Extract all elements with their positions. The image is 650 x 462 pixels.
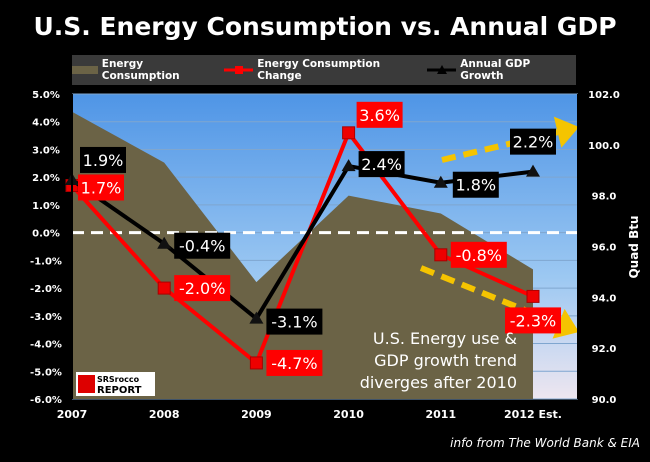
gdp-growth-label-box bbox=[358, 151, 405, 178]
right-axis-tick: 90.0 bbox=[592, 395, 617, 406]
annotation-text: diverges after 2010 bbox=[360, 373, 517, 392]
legend-item-gdp-growth: Annual GDP Growth bbox=[426, 58, 576, 82]
energy-change-label-box bbox=[356, 101, 403, 128]
left-axis-tick: 3.0% bbox=[32, 145, 60, 156]
right-axis-tick: 102.0 bbox=[588, 90, 620, 101]
energy-change-marker bbox=[249, 356, 263, 370]
legend-label: Energy Consumption Change bbox=[257, 58, 381, 82]
right-axis-tick: 100.0 bbox=[588, 141, 620, 152]
left-axis-tick: -2.0% bbox=[30, 284, 62, 295]
legend-swatch-black-line bbox=[426, 65, 457, 74]
left-axis-tick: 5.0% bbox=[32, 90, 60, 101]
logo-icon bbox=[78, 375, 95, 393]
gdp-growth-marker bbox=[526, 164, 540, 177]
gdp-growth-marker bbox=[433, 175, 448, 188]
legend-item-energy-change: Energy Consumption Change bbox=[223, 58, 427, 82]
gdp-growth-label: -0.4% bbox=[179, 237, 225, 256]
energy-change-marker bbox=[526, 289, 540, 303]
energy-consumption-area bbox=[72, 111, 533, 400]
x-axis-tick: 2011 bbox=[425, 408, 456, 421]
left-axis-tick: 4.0% bbox=[32, 118, 60, 129]
gdp-growth-label-box bbox=[174, 232, 231, 259]
gdp-growth-label-box bbox=[452, 171, 499, 198]
right-axis-tick: 96.0 bbox=[592, 243, 617, 254]
gdp-growth-label: -3.1% bbox=[271, 313, 317, 332]
right-axis-tick: 94.0 bbox=[592, 293, 617, 304]
left-axis-tick: -3.0% bbox=[30, 312, 62, 323]
left-axis-tick: -5.0% bbox=[30, 367, 62, 378]
gdp-growth-label: 2.4% bbox=[361, 155, 402, 174]
gdp-growth-label: 2.2% bbox=[513, 133, 554, 152]
energy-change-label: 3.6% bbox=[359, 106, 400, 125]
logo-text-bottom: REPORT bbox=[97, 385, 142, 396]
gdp-growth-marker bbox=[249, 311, 264, 324]
chart-title: U.S. Energy Consumption vs. Annual GDP bbox=[33, 12, 617, 41]
energy-change-marker bbox=[157, 281, 171, 295]
energy-change-label-box bbox=[266, 349, 323, 376]
gdp-growth-label: 1.9% bbox=[83, 151, 124, 170]
x-axis-tick: 2010 bbox=[333, 408, 364, 421]
right-axis-label: Quad Btu bbox=[627, 215, 641, 278]
x-axis-tick: 2007 bbox=[57, 408, 88, 421]
legend-swatch-area bbox=[72, 66, 98, 74]
gdp-growth-label-box bbox=[80, 146, 126, 173]
trend-up-arrow-head bbox=[553, 116, 579, 148]
energy-change-label-box bbox=[505, 307, 561, 334]
x-axis-tick: 2009 bbox=[241, 408, 272, 421]
energy-change-label-box bbox=[174, 275, 231, 302]
left-axis-tick: 1.0% bbox=[32, 201, 60, 212]
right-axis-tick: 92.0 bbox=[592, 344, 617, 355]
legend-label: Energy Consumption bbox=[101, 58, 180, 82]
energy-change-marker bbox=[342, 126, 356, 140]
legend-item-energy-consumption: Energy Consumption bbox=[72, 58, 224, 82]
legend-label: Annual GDP Growth bbox=[460, 58, 531, 82]
annotation-text: U.S. Energy use & bbox=[373, 329, 517, 348]
gdp-growth-marker bbox=[341, 159, 356, 172]
energy-change-label: 1.7% bbox=[81, 179, 122, 198]
energy-change-label: -2.3% bbox=[510, 311, 556, 330]
left-axis-tick: 2.0% bbox=[32, 173, 60, 184]
legend-swatch-red-line bbox=[223, 66, 254, 74]
gdp-growth-label-box bbox=[266, 308, 323, 335]
right-axis-tick: 98.0 bbox=[592, 192, 617, 203]
gdp-growth-label-box bbox=[510, 128, 556, 155]
annotation-text: GDP growth trend bbox=[374, 351, 517, 370]
energy-change-marker bbox=[434, 248, 448, 262]
left-axis-tick: -1.0% bbox=[30, 256, 62, 267]
energy-change-label-box bbox=[450, 241, 507, 268]
gdp-growth-label: 1.8% bbox=[455, 176, 496, 195]
left-axis-tick: -4.0% bbox=[30, 340, 62, 351]
legend: Energy Consumption Energy Consumption Ch… bbox=[72, 55, 576, 85]
energy-change-label-box bbox=[78, 174, 124, 201]
gdp-growth-marker bbox=[157, 236, 172, 249]
logo-text-top: SRSrocco bbox=[97, 375, 140, 384]
energy-change-label: -2.0% bbox=[179, 279, 225, 298]
left-axis-tick: 0.0% bbox=[32, 229, 60, 240]
x-axis-tick: 2012 Est. bbox=[504, 408, 562, 421]
x-axis-tick: 2008 bbox=[149, 408, 180, 421]
energy-change-label: -4.7% bbox=[271, 354, 317, 373]
source-note: info from The World Bank & EIA bbox=[450, 436, 640, 450]
left-axis-tick: -6.0% bbox=[30, 395, 62, 406]
energy-change-label: -0.8% bbox=[456, 246, 502, 265]
